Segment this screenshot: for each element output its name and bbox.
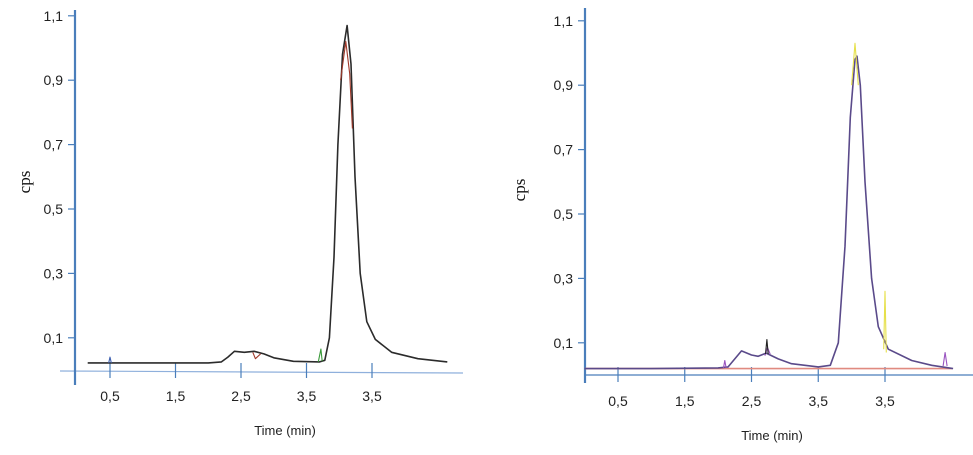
series-trace-4 xyxy=(942,351,948,367)
x-tick-label: 2,5 xyxy=(742,393,762,409)
series-trace-1 xyxy=(584,55,954,370)
x-tick-label: 3,5 xyxy=(297,388,317,404)
y-axis-title: cps xyxy=(15,171,34,194)
y-tick-label: 0,7 xyxy=(554,142,574,158)
series-trace-7 xyxy=(764,339,769,355)
series-trace-5 xyxy=(722,359,727,368)
y-tick-label: 0,5 xyxy=(44,201,64,217)
y-tick-label: 0,1 xyxy=(44,330,64,346)
y-tick-label: 1,1 xyxy=(554,13,574,29)
y-tick-label: 0,3 xyxy=(554,270,574,286)
x-tick-label: 0,5 xyxy=(100,388,120,404)
series-trace-1 xyxy=(340,41,353,129)
y-axis-title: cps xyxy=(510,179,529,202)
y-tick-label: 0,5 xyxy=(554,206,574,222)
series-trace-3 xyxy=(883,290,887,353)
y-tick-label: 0,1 xyxy=(554,335,574,351)
x-tick-label: 2,5 xyxy=(231,388,251,404)
x-tick-label: 3,5 xyxy=(875,393,895,409)
x-tick-label: 1,5 xyxy=(166,388,186,404)
series-trace-0 xyxy=(87,24,448,364)
x-axis-title: Time (min) xyxy=(254,423,316,438)
y-tick-label: 0,7 xyxy=(44,137,64,153)
chart-right: cps Time (min) 0,1 0,3 0,5 0,7 0,9 1,1 0,5 1,5 2… xyxy=(510,8,973,443)
x-tick-label: 3,5 xyxy=(362,388,382,404)
y-tick-label: 0,9 xyxy=(554,77,574,93)
y-tick-label: 1,1 xyxy=(44,8,64,24)
x-axis-line xyxy=(59,370,464,374)
x-tick-label: 3,5 xyxy=(809,393,829,409)
chart-left: cps Time (min) 0,1 0,3 0,5 0,7 0,9 1,1 0,5 1,5 2… xyxy=(15,8,464,438)
series-trace-2 xyxy=(252,352,261,360)
x-tick-label: 0,5 xyxy=(608,393,628,409)
series-trace-2 xyxy=(851,42,859,86)
y-tick-label: 0,3 xyxy=(44,265,64,281)
y-tick-label: 0,9 xyxy=(44,72,64,88)
series-trace-3 xyxy=(317,348,323,363)
x-tick-label: 1,5 xyxy=(675,393,695,409)
x-axis-title: Time (min) xyxy=(741,428,803,443)
series-trace-4 xyxy=(108,356,112,364)
